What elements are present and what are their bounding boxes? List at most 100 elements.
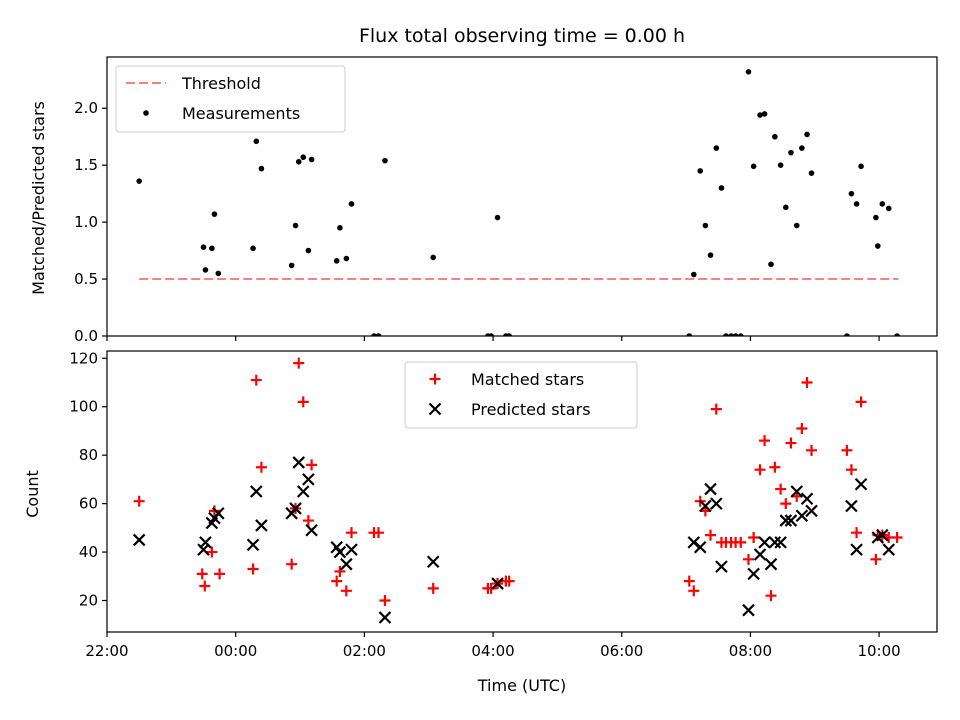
bottom-series-matched-stars-point bbox=[345, 527, 357, 539]
top-series-measurements-point bbox=[258, 165, 265, 172]
bottom-series-matched-stars-point bbox=[785, 437, 797, 449]
bottom-series-matched-stars-point bbox=[133, 495, 145, 507]
bottom-series-predicted-stars-point bbox=[715, 560, 728, 573]
bottom-series-predicted-stars-point bbox=[704, 482, 717, 496]
bottom-series-matched-stars-point bbox=[503, 575, 515, 587]
bottom-series-matched-stars-point bbox=[710, 403, 722, 415]
bottom-series-predicted-stars-point bbox=[876, 528, 889, 542]
bottom-series-matched-stars-point bbox=[331, 575, 343, 587]
top-series-measurements-point bbox=[879, 201, 886, 207]
top-series-measurements-point bbox=[288, 262, 295, 269]
top-series-measurements-point bbox=[215, 270, 222, 277]
top-data-layer bbox=[136, 69, 900, 336]
top-series-measurements-point bbox=[718, 185, 725, 191]
bottom-series-predicted-stars-point bbox=[774, 536, 787, 549]
bottom-series-predicted-stars-point bbox=[764, 557, 778, 571]
bottom-series-predicted-stars-point bbox=[212, 507, 225, 520]
bottom-data-layer bbox=[132, 357, 903, 624]
bottom-series-matched-stars-point bbox=[688, 585, 700, 597]
top-series-measurements-point bbox=[702, 222, 709, 229]
bottom-series-predicted-stars-point bbox=[132, 533, 146, 547]
bottom-series-predicted-stars-point bbox=[255, 519, 268, 532]
top-series-measurements-point bbox=[713, 145, 720, 151]
bottom-series-matched-stars-point bbox=[705, 529, 717, 541]
top-series-measurements-point bbox=[488, 333, 494, 336]
bottom-xtick-label: 00:00 bbox=[214, 642, 257, 660]
top-series-measurements-point bbox=[375, 333, 382, 336]
bottom-xtick-label: 06:00 bbox=[600, 642, 643, 660]
bottom-ytick-label: 20 bbox=[79, 592, 98, 610]
top-series-measurements-point bbox=[707, 252, 714, 258]
bottom-series-matched-stars-point bbox=[801, 376, 813, 388]
bottom-series-matched-stars-point bbox=[845, 464, 857, 476]
bottom-xtick-label: 10:00 bbox=[857, 642, 900, 660]
bottom-series-matched-stars-point bbox=[340, 585, 352, 597]
top-series-measurements-point bbox=[506, 333, 512, 336]
bottom-series-matched-stars-point bbox=[286, 558, 298, 570]
bottom-series-predicted-stars-point bbox=[340, 557, 353, 571]
top-chart-ylabel: Matched/Predicted stars bbox=[29, 101, 48, 295]
bottom-series-predicted-stars-point bbox=[426, 555, 440, 569]
bottom-series-matched-stars-point bbox=[250, 374, 262, 386]
bottom-series-matched-stars-point bbox=[806, 444, 818, 456]
top-series-measurements-point bbox=[745, 69, 752, 75]
bottom-ytick-label: 60 bbox=[79, 495, 98, 513]
top-series-measurements-point bbox=[788, 149, 794, 156]
top-series-measurements-point bbox=[333, 258, 340, 264]
top-series-measurements-point bbox=[757, 112, 763, 118]
bottom-ytick-label: 100 bbox=[69, 398, 98, 416]
bottom-xtick-label: 02:00 bbox=[343, 642, 386, 660]
bottom-series-matched-stars-point bbox=[306, 459, 318, 471]
top-axes-frame bbox=[106, 56, 938, 337]
top-chart-title: Flux total observing time = 0.00 h bbox=[359, 25, 685, 47]
bottom-series-matched-stars-point bbox=[297, 396, 309, 408]
bottom-series-matched-stars-point bbox=[206, 546, 218, 558]
bottom-xtick-label: 22:00 bbox=[85, 642, 128, 660]
top-series-measurements-point bbox=[136, 178, 142, 184]
top-series-measurements-point bbox=[371, 333, 377, 336]
bottom-series-matched-stars-point bbox=[199, 580, 211, 592]
top-series-measurements-point bbox=[804, 131, 810, 138]
bottom-series-predicted-stars-point bbox=[850, 543, 863, 556]
top-series-measurements-point bbox=[777, 162, 784, 168]
bottom-legend-handle bbox=[428, 402, 442, 416]
bottom-series-matched-stars-point bbox=[214, 568, 226, 580]
bottom-series-matched-stars-point bbox=[759, 435, 771, 447]
top-ytick-label: 1.5 bbox=[74, 156, 98, 174]
bottom-series-matched-stars-point bbox=[851, 527, 863, 539]
top-series-measurements-point bbox=[723, 333, 729, 336]
top-series-measurements-point bbox=[295, 158, 302, 165]
top-legend-handle bbox=[143, 110, 149, 116]
top-series-measurements-point bbox=[793, 222, 800, 229]
bottom-series-matched-stars-point bbox=[891, 532, 903, 544]
top-series-measurements-point bbox=[858, 163, 864, 170]
top-legend: Threshold Measurements bbox=[115, 65, 346, 133]
bottom-legend-label: Matched stars bbox=[471, 370, 584, 389]
top-series-measurements-point bbox=[348, 201, 355, 207]
top-legend-label: Threshold bbox=[181, 74, 261, 93]
top-series-measurements-point bbox=[844, 333, 850, 336]
bottom-series-matched-stars-point bbox=[293, 357, 305, 369]
bottom-series-matched-stars-point bbox=[748, 532, 760, 544]
bottom-series-matched-stars-point bbox=[379, 595, 391, 607]
top-series-measurements-point bbox=[343, 255, 350, 262]
bottom-series-predicted-stars-point bbox=[845, 499, 858, 513]
top-series-measurements-point bbox=[202, 267, 209, 273]
top-series-measurements-point bbox=[772, 133, 778, 140]
bottom-series-predicted-stars-point bbox=[753, 548, 767, 561]
bottom-series-predicted-stars-point bbox=[333, 545, 347, 559]
bottom-legend-box bbox=[404, 361, 638, 429]
bottom-series-predicted-stars-point bbox=[302, 473, 315, 486]
bottom-series-predicted-stars-point bbox=[800, 492, 814, 506]
bottom-series-matched-stars-point bbox=[769, 461, 781, 473]
bottom-xtick-label: 04:00 bbox=[471, 642, 514, 660]
top-series-measurements-point bbox=[305, 247, 312, 254]
bottom-series-matched-stars-point bbox=[775, 483, 787, 495]
bottom-series-matched-stars-point bbox=[485, 582, 497, 594]
bottom-legend-label: Predicted stars bbox=[471, 400, 591, 419]
bottom-series-matched-stars-point bbox=[780, 498, 792, 510]
bottom-series-matched-stars-point bbox=[754, 464, 766, 476]
top-ytick-label: 0.5 bbox=[74, 270, 98, 288]
top-series-measurements-point bbox=[690, 271, 697, 278]
bottom-series-matched-stars-point bbox=[302, 515, 314, 527]
